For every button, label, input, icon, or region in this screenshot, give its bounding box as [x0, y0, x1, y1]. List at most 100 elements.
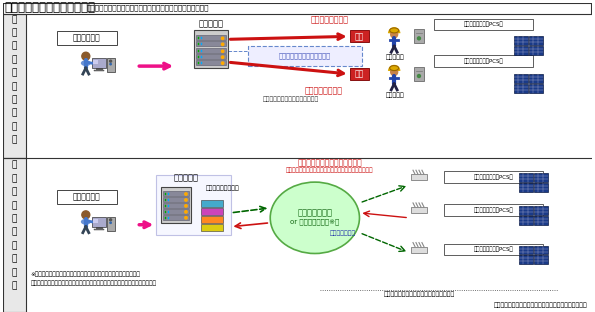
- Text: 御: 御: [12, 55, 17, 64]
- Text: 【出力制御機能付PCS】: 【出力制御機能付PCS】: [464, 22, 503, 27]
- Bar: [201, 216, 223, 223]
- Circle shape: [185, 205, 187, 207]
- Text: 事業者負担（インターネット回線契約等）: 事業者負担（インターネット回線契約等）: [383, 291, 455, 297]
- Text: ）: ）: [12, 281, 17, 290]
- Text: １: １: [12, 122, 17, 131]
- Bar: [196, 60, 226, 65]
- Bar: [196, 35, 226, 40]
- Circle shape: [82, 211, 90, 219]
- Bar: [514, 46, 528, 55]
- Bar: [94, 229, 104, 230]
- Bar: [519, 173, 533, 182]
- Text: 方: 方: [12, 214, 17, 223]
- Text: 制: 制: [12, 42, 17, 51]
- Bar: [196, 41, 226, 46]
- Text: 【電力会社】: 【電力会社】: [73, 193, 101, 202]
- Bar: [534, 206, 548, 215]
- Circle shape: [221, 43, 224, 46]
- Text: 電力サーバ: 電力サーバ: [198, 19, 223, 28]
- Circle shape: [185, 193, 187, 195]
- Text: 制御: 制御: [355, 70, 364, 79]
- Text: or 公衆通信網等（※）: or 公衆通信網等（※）: [290, 218, 340, 225]
- Text: 力: 力: [12, 174, 17, 183]
- Ellipse shape: [81, 219, 91, 225]
- Text: 電力サーバ: 電力サーバ: [174, 174, 199, 183]
- Bar: [201, 224, 223, 231]
- Bar: [414, 29, 424, 43]
- Bar: [2, 13, 26, 158]
- Bar: [163, 191, 189, 196]
- Text: 法: 法: [12, 228, 17, 237]
- Text: また、通信回線を使用しない等の場合はローカルカレンダーでの対応を想定。: また、通信回線を使用しない等の場合はローカルカレンダーでの対応を想定。: [30, 280, 156, 286]
- Ellipse shape: [390, 66, 399, 71]
- Bar: [519, 183, 533, 192]
- Text: 【出力制御機能付PCS】: 【出力制御機能付PCS】: [474, 174, 513, 180]
- Text: ２: ２: [12, 268, 17, 277]
- Bar: [156, 175, 231, 235]
- Text: 出: 出: [12, 15, 17, 24]
- Bar: [26, 158, 593, 312]
- Text: 主任技術者: 主任技術者: [386, 54, 405, 60]
- Circle shape: [221, 37, 224, 40]
- Circle shape: [110, 63, 111, 65]
- Bar: [163, 197, 189, 202]
- Bar: [93, 219, 98, 223]
- Bar: [414, 67, 424, 81]
- Bar: [529, 84, 543, 93]
- Bar: [161, 187, 191, 223]
- Circle shape: [391, 31, 397, 38]
- Ellipse shape: [390, 28, 399, 33]
- Bar: [57, 190, 117, 204]
- Circle shape: [221, 50, 224, 52]
- Bar: [514, 84, 528, 93]
- Text: 方: 方: [12, 69, 17, 78]
- Text: 出力制御情報配信: 出力制御情報配信: [311, 15, 349, 24]
- Text: 力: 力: [12, 28, 17, 37]
- Bar: [434, 55, 533, 67]
- Bar: [534, 173, 548, 182]
- Text: 【出力制御機能付PCS】: 【出力制御機能付PCS】: [464, 58, 503, 64]
- Bar: [534, 216, 548, 225]
- Circle shape: [109, 60, 112, 62]
- Bar: [444, 244, 543, 256]
- Text: （電力各社にて発電出力規模によって例１または例２を適用）: （電力各社にて発電出力規模によって例１または例２を適用）: [87, 4, 209, 11]
- Text: 出力制御カレンダー取得・書換: 出力制御カレンダー取得・書換: [298, 159, 362, 168]
- Text: 御: 御: [12, 201, 17, 210]
- Text: ※配信事業者等を介しての出力制御カレンダーを取得・書換えも可。: ※配信事業者等を介しての出力制御カレンダーを取得・書換えも可。: [30, 271, 140, 277]
- Text: 制御: 制御: [355, 32, 364, 41]
- Text: ）: ）: [12, 135, 17, 144]
- Ellipse shape: [270, 182, 359, 254]
- Bar: [26, 13, 593, 158]
- Bar: [107, 217, 115, 231]
- Bar: [534, 246, 548, 255]
- Bar: [534, 183, 548, 192]
- Bar: [349, 68, 369, 80]
- Bar: [444, 204, 543, 216]
- Text: （出力制御日・各日制御量設定・各日制御時間帯設定）: （出力制御日・各日制御量設定・各日制御時間帯設定）: [286, 168, 374, 173]
- Text: 【電力会社】: 【電力会社】: [73, 34, 101, 43]
- Bar: [196, 48, 226, 53]
- Text: 例: 例: [12, 109, 17, 118]
- Text: 出力制御カレンダー: 出力制御カレンダー: [206, 185, 240, 191]
- Bar: [411, 207, 427, 213]
- Text: 【出力制御機能付PCS】: 【出力制御機能付PCS】: [474, 207, 513, 213]
- Circle shape: [109, 219, 112, 221]
- Text: 専用通信回線（事業者負担）: 専用通信回線（事業者負担）: [279, 53, 331, 60]
- Circle shape: [82, 52, 90, 60]
- Bar: [444, 171, 543, 183]
- Bar: [163, 215, 189, 220]
- Text: 法: 法: [12, 82, 17, 91]
- Text: サーバアクセス: サーバアクセス: [330, 231, 356, 236]
- Text: （: （: [12, 241, 17, 250]
- Bar: [519, 206, 533, 215]
- Bar: [196, 54, 226, 59]
- Bar: [2, 158, 26, 312]
- Bar: [349, 30, 369, 42]
- Bar: [107, 58, 115, 72]
- Text: 出: 出: [12, 161, 17, 170]
- Bar: [519, 216, 533, 225]
- Circle shape: [221, 62, 224, 64]
- Circle shape: [418, 37, 421, 40]
- Bar: [249, 46, 362, 66]
- Text: ＜出力制御システム概要図＞: ＜出力制御システム概要図＞: [5, 1, 96, 14]
